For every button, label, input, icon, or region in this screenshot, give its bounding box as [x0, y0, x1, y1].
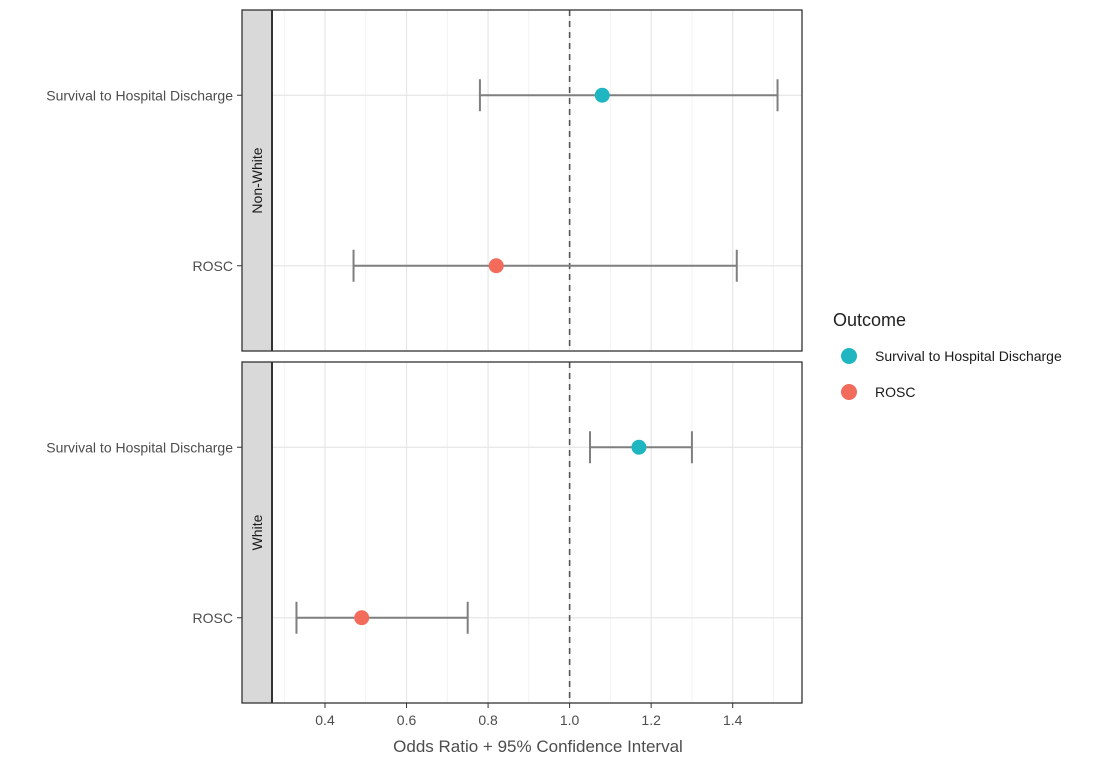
legend-label: ROSC [875, 384, 915, 400]
facet-strip-label: White [249, 514, 265, 550]
x-tick-label: 1.2 [641, 712, 661, 728]
panel-background [242, 10, 802, 351]
facet-panel: Survival to Hospital Discharge ROSC Non-Wh… [46, 9, 803, 352]
y-tick-label: Survival to Hospital Discharge [46, 439, 233, 455]
x-tick-label: 1.0 [560, 712, 580, 728]
legend-key [841, 348, 857, 364]
x-tick-label: 0.8 [478, 712, 498, 728]
panel-background [242, 362, 802, 703]
point-estimate [594, 87, 610, 103]
point-estimate [354, 610, 370, 626]
y-tick-label: ROSC [193, 610, 233, 626]
facet-strip-label: Non-White [249, 147, 265, 213]
legend-label: Survival to Hospital Discharge [875, 348, 1062, 364]
legend-title: Outcome [833, 310, 906, 330]
facet-strip [242, 362, 272, 703]
x-tick-label: 0.6 [397, 712, 417, 728]
point-estimate [631, 439, 647, 455]
x-axis: 0.4 0.6 0.8 1.0 1.2 1.4 [315, 703, 743, 728]
legend-key [841, 384, 857, 400]
panel-border [241, 361, 803, 704]
panels-group: Survival to Hospital Discharge ROSC Non-Wh… [46, 9, 803, 704]
x-axis-title: Odds Ratio + 95% Confidence Interval [393, 737, 683, 756]
x-tick-label: 1.4 [723, 712, 743, 728]
legend: Outcome Survival to Hospital Discharge RO… [833, 310, 1062, 400]
x-tick-label: 0.4 [315, 712, 335, 728]
panel-border [241, 9, 803, 352]
point-estimate [488, 258, 504, 274]
facet-strip [242, 10, 272, 351]
y-tick-label: Survival to Hospital Discharge [46, 87, 233, 103]
y-tick-label: ROSC [193, 258, 233, 274]
facet-panel: Survival to Hospital Discharge ROSC White [46, 361, 803, 704]
